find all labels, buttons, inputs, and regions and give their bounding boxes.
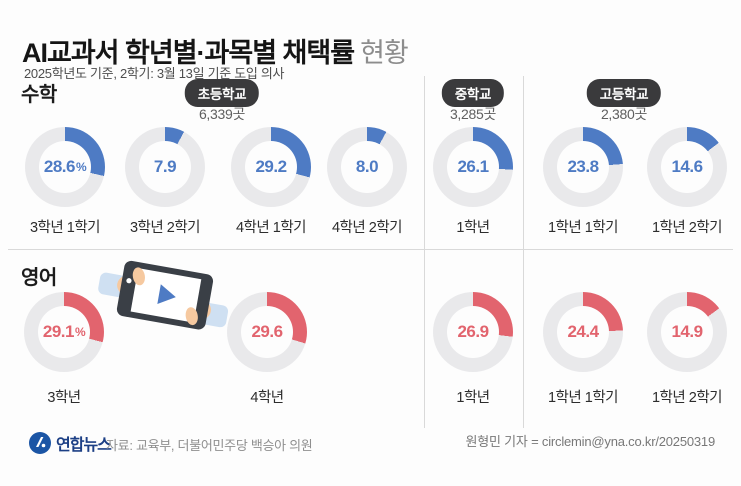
donut-label-english-0: 3학년 <box>47 390 81 406</box>
donut-math-6: 14.6 1학년 2학기 <box>635 127 739 237</box>
donut-english-4: 14.9 1학년 2학기 <box>635 292 739 407</box>
tablet-play-illustration-icon <box>98 260 229 330</box>
donut-value-math-0: 28.6% <box>43 157 87 176</box>
section-badge-middle: 중학교 <box>441 79 505 107</box>
donut-english-1: 29.6 4학년 <box>215 292 319 407</box>
donut-ring-math-5: 23.8 <box>543 127 623 207</box>
donut-ring-math-6: 14.6 <box>647 127 727 207</box>
section-badge-elementary: 초등학교 <box>184 79 260 107</box>
section-badge-high: 고등학교 <box>586 79 662 107</box>
donut-value-english-3: 24.4 <box>567 322 599 341</box>
reporter-credit: 원형민 기자 = circlemin@yna.co.kr/20250319 <box>465 434 715 449</box>
donut-ring-math-2: 29.2 <box>231 127 311 207</box>
donut-value-english-2: 26.9 <box>457 322 489 341</box>
section-count-elementary: 6,339곳 <box>198 106 246 122</box>
donut-label-english-1: 4학년 <box>250 390 284 406</box>
donut-math-3: 8.0 4학년 2학기 <box>315 127 419 237</box>
donut-ring-math-3: 8.0 <box>327 127 407 207</box>
page-title-main: AI교과서 학년별·과목별 채택률 <box>22 38 355 69</box>
donut-math-5: 23.8 1학년 1학기 <box>531 127 635 237</box>
donut-value-math-6: 14.6 <box>671 157 703 176</box>
donut-label-english-3: 1학년 1학기 <box>547 390 619 406</box>
donut-english-3: 24.4 1학년 1학기 <box>531 292 635 407</box>
donut-label-math-5: 1학년 1학기 <box>547 220 619 236</box>
donut-value-english-1: 29.6 <box>251 322 283 341</box>
donut-label-math-6: 1학년 2학기 <box>651 220 723 236</box>
donut-value-math-2: 29.2 <box>255 157 287 176</box>
donut-english-2: 26.9 1학년 <box>421 292 525 407</box>
donut-label-math-4: 1학년 <box>456 220 490 236</box>
yonhap-logo-icon <box>29 432 51 454</box>
donut-ring-math-1: 7.9 <box>125 127 205 207</box>
donut-ring-math-4: 26.1 <box>433 127 513 207</box>
subject-label-math: 수학 <box>21 84 57 106</box>
donut-ring-english-2: 26.9 <box>433 292 513 372</box>
donut-value-english-4: 14.9 <box>671 322 703 341</box>
source-note: 자료: 교육부, 더불어민주당 백승아 의원 <box>106 438 313 453</box>
donut-math-4: 26.1 1학년 <box>421 127 525 237</box>
donut-label-english-2: 1학년 <box>456 390 490 406</box>
divider-math-english <box>8 249 733 250</box>
donut-ring-english-1: 29.6 <box>227 292 307 372</box>
page-title-suffix: 현황 <box>360 38 409 69</box>
donut-math-2: 29.2 4학년 1학기 <box>219 127 323 237</box>
donut-math-0: 28.6% 3학년 1학기 <box>13 127 117 237</box>
subject-label-english: 영어 <box>21 267 57 289</box>
donut-label-english-4: 1학년 2학기 <box>651 390 723 406</box>
donut-math-1: 7.9 3학년 2학기 <box>113 127 217 237</box>
donut-value-math-1: 7.9 <box>153 157 177 176</box>
donut-value-math-3: 8.0 <box>355 157 379 176</box>
page-subtitle: 2025학년도 기준, 2학기: 3월 13일 기준 도입 의사 <box>24 66 285 81</box>
section-count-middle: 3,285곳 <box>449 106 497 122</box>
donut-ring-math-0: 28.6% <box>25 127 105 207</box>
yonhap-logo-text: 연합뉴스 <box>56 437 112 454</box>
donut-value-math-5: 23.8 <box>567 157 599 176</box>
donut-label-math-2: 4학년 1학기 <box>235 220 307 236</box>
yonhap-logo: 연합뉴스 <box>29 431 112 455</box>
donut-label-math-3: 4학년 2학기 <box>331 220 403 236</box>
donut-ring-english-3: 24.4 <box>543 292 623 372</box>
section-count-high: 2,380곳 <box>600 106 648 122</box>
donut-english-0: 29.1% 3학년 <box>12 292 116 407</box>
divider-elementary-middle <box>424 76 425 428</box>
page-title: AI교과서 학년별·과목별 채택률 현황 <box>22 31 409 70</box>
donut-label-math-0: 3학년 1학기 <box>29 220 101 236</box>
divider-middle-high <box>523 76 524 428</box>
donut-label-math-1: 3학년 2학기 <box>129 220 201 236</box>
donut-ring-english-4: 14.9 <box>647 292 727 372</box>
donut-ring-english-0: 29.1% <box>24 292 104 372</box>
donut-value-math-4: 26.1 <box>457 157 489 176</box>
donut-value-english-0: 29.1% <box>42 322 86 341</box>
